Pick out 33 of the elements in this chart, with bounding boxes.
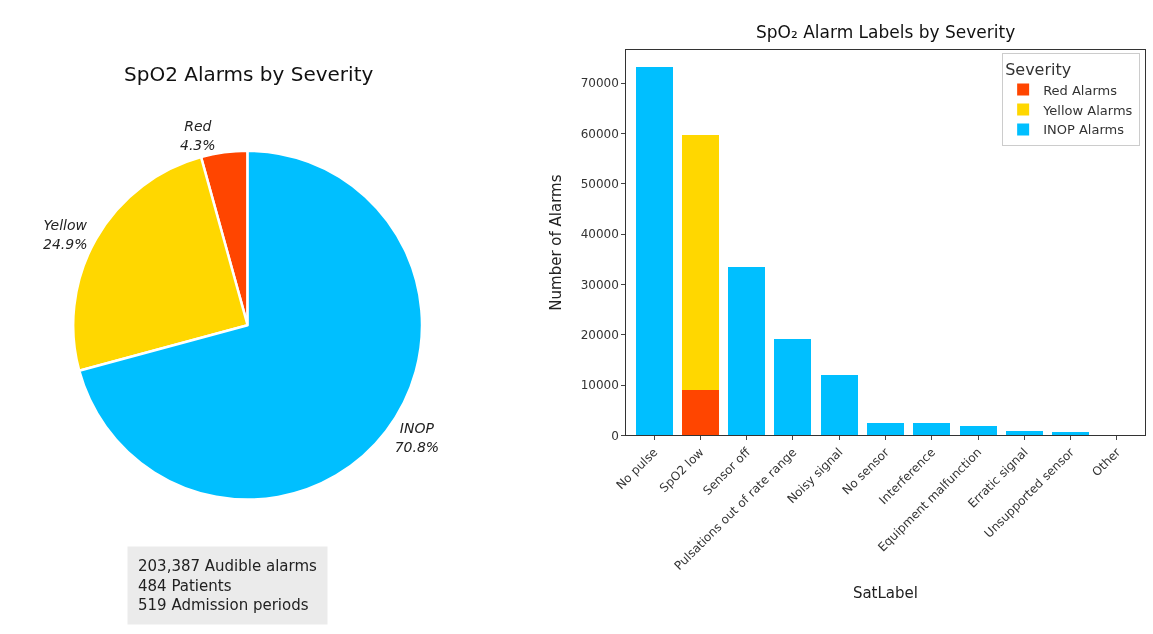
data-label: 4.3% [179,136,216,153]
bar [959,426,997,436]
bar [774,338,812,436]
bar [1052,432,1090,436]
chart-title: SpO2 Alarms by Severity [124,62,374,86]
y-tick-label: 70000 [580,76,619,91]
legend-label: INOP Alarms [1043,122,1125,138]
data-label: 24.9% [43,235,88,252]
text: 203,387 Audible alarms 484 Patients 519 Admission periods [138,557,318,614]
bar [681,134,719,391]
bar [820,375,858,436]
y-tick-label: 60000 [580,126,619,141]
data-label: 70.8% [394,438,440,455]
y-tick-label: 40000 [580,227,619,242]
bar [635,66,673,436]
bar [681,390,719,436]
y-tick-label: 30000 [580,277,619,292]
slice-label: Yellow [43,217,88,234]
bar [913,423,951,436]
y-tick-label: 10000 [580,378,619,393]
y-tick-label: 0 [611,428,619,443]
x-axis-title: SatLabel [852,583,918,602]
slice-label: Red [184,118,212,135]
y-tick-label: 20000 [580,327,619,342]
slice-label: INOP [399,420,435,437]
bar [728,267,766,436]
legend-label: Yellow Alarms [1042,102,1133,118]
legend-title: Severity [1005,59,1072,79]
y-axis-title: Number of Alarms [546,174,565,311]
y-tick-label: 50000 [580,176,619,191]
bar [866,423,904,436]
chart-title: SpO₂ Alarm Labels by Severity [756,22,1016,42]
legend-label: Red Alarms [1043,82,1118,98]
